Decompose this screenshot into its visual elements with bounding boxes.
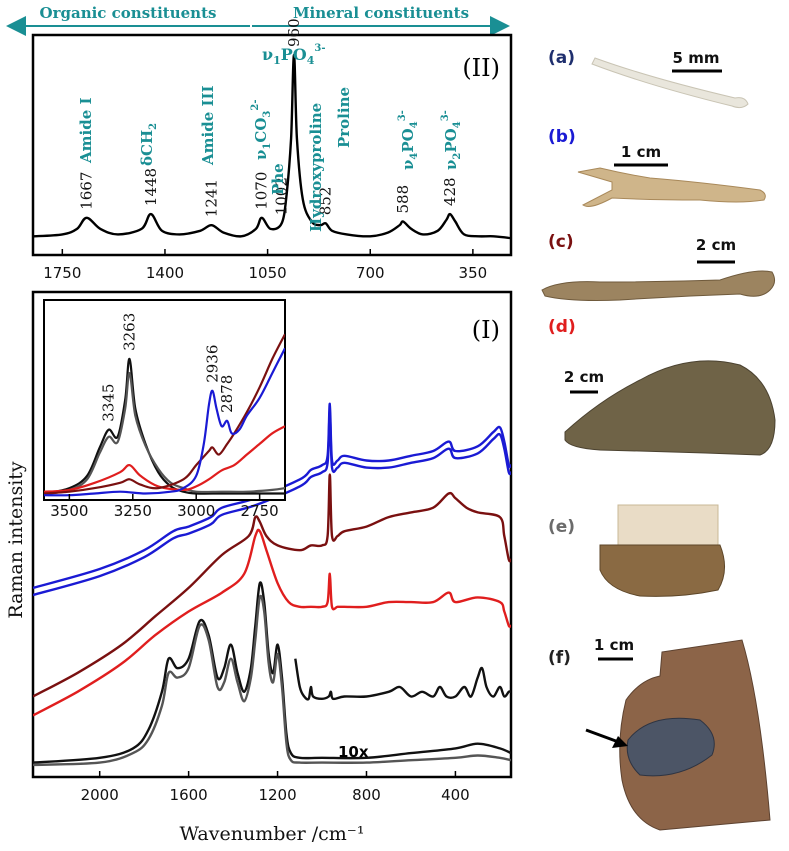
- panel-II-tick-label-2: 1050: [249, 264, 287, 282]
- inset-peak-label-0: 3345: [100, 384, 118, 422]
- photo-panels: (a) 5 mm (b) 1 cm (c) 2 cm (d) 2 cm (e) …: [541, 48, 776, 831]
- panel-II-peak-label-8: 428: [441, 177, 459, 206]
- assignment-hydroxyproline: Hydroxyproline: [307, 103, 325, 232]
- photo-d-bone: [564, 360, 776, 456]
- panel-ii-x-ticks: 1750 1400 1050 700 350: [43, 249, 487, 282]
- organic-label: Organic constituents: [40, 4, 217, 22]
- y-axis-label: Raman intensity: [5, 461, 27, 619]
- inset-frame: [43, 299, 286, 501]
- panel-ii-label: (II): [462, 54, 500, 82]
- panel-II-tick-label-0: 1750: [43, 264, 81, 282]
- panel-I-series-4: [33, 581, 511, 764]
- photo-b-bone: [577, 167, 766, 207]
- inset-series-3: [44, 333, 285, 495]
- panel-II-peak-label-4: 1002: [273, 177, 291, 215]
- panel-I-series-1: [33, 409, 511, 597]
- inset-x-ticks: 3500 3250 3000 2750: [50, 494, 279, 520]
- panel-II-peak-label-3: 1070: [253, 172, 271, 210]
- panel-ii: 1750 1400 1050 700 350 1667 1448 1241 1070 1002 9…: [31, 18, 513, 282]
- panel-II-peak-label-6: 852: [317, 187, 335, 216]
- panel-II-peak-label-7: 588: [394, 185, 412, 214]
- panel-I-series-3: [33, 528, 511, 717]
- panel-II-tick-label-1: 1400: [146, 264, 184, 282]
- panel-I-tick-label-4: 400: [441, 786, 470, 804]
- panel-II-peak-label-0: 1667: [78, 172, 96, 210]
- inset-peak-label-2: 2936: [203, 345, 221, 383]
- panel-ii-peak-labels: 1667 1448 1241 1070 1002 960 852 588 428: [78, 18, 459, 217]
- scale-f-text: 1 cm: [594, 636, 634, 654]
- x-axis-label: Wavenumber /cm⁻¹: [180, 823, 365, 845]
- panel-ii-series: [33, 53, 511, 240]
- photo-label-d: (d): [548, 317, 576, 337]
- scale-a-text: 5 mm: [673, 49, 720, 67]
- photo-e-top: [617, 504, 719, 546]
- panel-II-peak-label-2: 1241: [203, 179, 221, 217]
- inset-peak-label-3: 2878: [218, 375, 236, 413]
- inset-tick-label-1: 3250: [114, 502, 152, 520]
- photo-e-base: [599, 544, 725, 597]
- inset-series-2: [44, 425, 285, 493]
- assignment-co3: ν1CO32-: [250, 100, 273, 160]
- assignment-phe: Phe: [269, 163, 287, 195]
- panel-I-series-0: [33, 402, 511, 590]
- inset-peak-label-1: 3263: [121, 313, 139, 351]
- inset-tick-label-3: 2750: [241, 502, 279, 520]
- panel-II-peak-label-5: 960: [285, 18, 303, 47]
- inset-tick-label-2: 3000: [177, 502, 215, 520]
- panel-I-series-6: [294, 658, 511, 701]
- photo-a-bone: [591, 57, 749, 109]
- photo-label-c: (c): [548, 232, 574, 252]
- scale-d-text: 2 cm: [564, 368, 604, 386]
- panel-II-tick-label-3: 700: [356, 264, 385, 282]
- photo-f-cavity: [626, 717, 715, 777]
- panel-I-tick-label-1: 1600: [170, 786, 208, 804]
- panel-I-series-5: [33, 594, 511, 767]
- scale-b-text: 1 cm: [621, 143, 661, 161]
- panel-II-series-0: [33, 53, 511, 240]
- scale-c-text: 2 cm: [696, 236, 736, 254]
- inset-series: [44, 333, 285, 497]
- photo-label-e: (e): [548, 517, 575, 537]
- assignment-amide-iii: Amide III: [199, 85, 217, 166]
- mineral-label: Mineral constituents: [293, 4, 469, 22]
- constituents-header: Organic constituents Mineral constituent…: [6, 4, 510, 36]
- photo-label-a: (a): [548, 48, 575, 68]
- panel-i-frame: [31, 290, 513, 779]
- inset-tick-label-0: 3500: [50, 502, 88, 520]
- annotation-10x: 10x: [338, 743, 369, 761]
- assignment-po4-v1: ν1PO43-: [262, 43, 326, 67]
- photo-c-bone: [541, 270, 776, 301]
- assignment-proline: Proline: [335, 87, 353, 148]
- assignment-dch2: δCH2: [138, 123, 159, 166]
- photo-f-arrow-head: [612, 736, 628, 748]
- panel-i-series: [33, 402, 511, 767]
- panel-I-tick-label-0: 2000: [81, 786, 119, 804]
- panel-II-tick-label-4: 350: [459, 264, 488, 282]
- inset-series-1: [44, 371, 285, 496]
- photo-label-b: (b): [548, 127, 576, 147]
- inset-series-4: [44, 347, 285, 497]
- panel-II-peak-label-1: 1448: [142, 168, 160, 206]
- panel-i-x-ticks: 2000 1600 1200 800 400: [81, 771, 470, 804]
- assignment-po4-v2: ν2PO43-: [440, 110, 463, 170]
- panel-i-label: (I): [472, 316, 500, 344]
- panel-I-tick-label-3: 800: [352, 786, 381, 804]
- assignment-po4-v4: ν4PO43-: [397, 110, 420, 170]
- panel-i: 2000 1600 1200 800 400 (I) 10x Wavenumber /c…: [5, 290, 513, 845]
- photo-label-f: (f): [548, 648, 571, 668]
- panel-ii-frame: [31, 33, 513, 257]
- panel-I-tick-label-2: 1200: [258, 786, 296, 804]
- assignment-amide-i: Amide I: [77, 98, 95, 164]
- inset-series-0: [44, 357, 285, 495]
- panel-I-series-2: [33, 473, 511, 698]
